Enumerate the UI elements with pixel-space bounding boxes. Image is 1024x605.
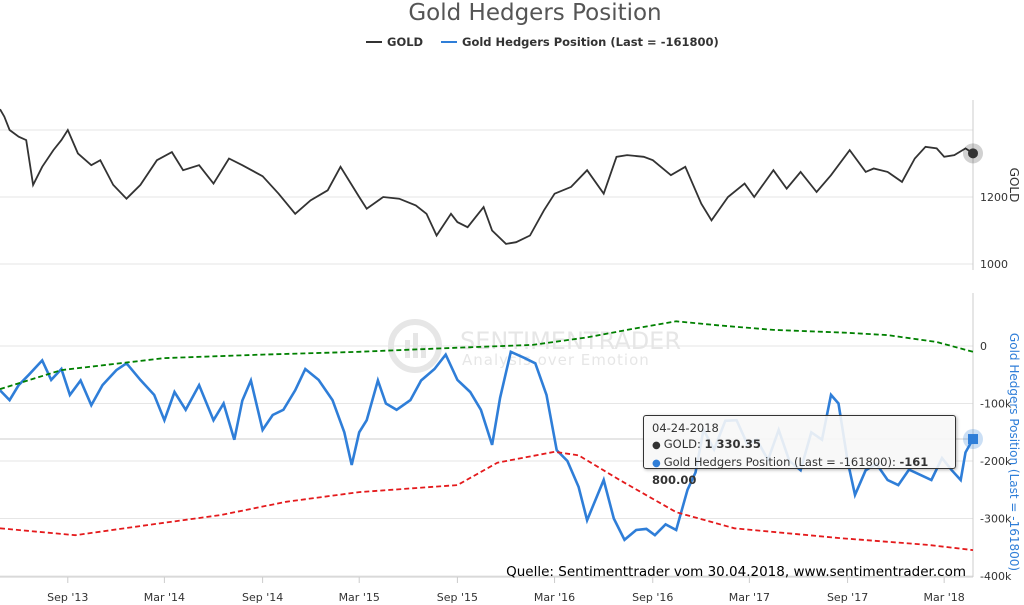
gold-last-point[interactable] — [968, 148, 978, 159]
x-tick-label: Sep '17 — [827, 591, 868, 604]
legend-item-hedgers[interactable]: Gold Hedgers Position (Last = -161800) — [441, 35, 719, 49]
hedgers-lower-band-line — [0, 450, 974, 551]
watermark-brand: SENTIMENTRADER — [460, 327, 681, 355]
tooltip-gold-label: GOLD: — [663, 437, 701, 451]
hedgers-last-point[interactable] — [968, 434, 978, 445]
gold-axis-title: GOLD — [1007, 168, 1021, 203]
legend-label-gold: GOLD — [387, 35, 423, 49]
x-tick-label: Sep '16 — [632, 591, 673, 604]
x-tick-label: Sep '15 — [437, 591, 478, 604]
legend-label-hedgers: Gold Hedgers Position (Last = -161800) — [462, 35, 719, 49]
x-tick-label: Mar '16 — [534, 591, 575, 604]
hedgers-upper-band-line — [0, 320, 974, 390]
x-tick-label: Sep '14 — [242, 591, 283, 604]
x-tick-label: Mar '17 — [729, 591, 770, 604]
hedgers-y-tick-label: -400k — [980, 570, 1012, 583]
legend[interactable]: GOLD Gold Hedgers Position (Last = -1618… — [366, 35, 719, 49]
hedgers-y-tick-label: 0 — [980, 340, 987, 353]
chart-title: Gold Hedgers Position — [408, 0, 661, 26]
x-tick-label: Mar '18 — [924, 591, 965, 604]
tooltip-date: 04-24-2018 — [652, 421, 719, 435]
gold-y-tick-label: 1200 — [980, 191, 1008, 204]
legend-item-gold[interactable]: GOLD — [366, 35, 423, 49]
hedgers-y-tick-label: -200k — [980, 455, 1012, 468]
x-tick-label: Sep '13 — [47, 591, 88, 604]
gold-series-line — [0, 108, 974, 245]
source-note: Quelle: Sentimenttrader vom 30.04.2018, … — [506, 564, 966, 580]
tooltip-hedgers-value: -161 800.00 — [652, 455, 929, 487]
hedgers-axis-title: Gold Hedgers Position (Last = -161800) — [1007, 333, 1021, 571]
tooltip: 04-24-2018 ● GOLD: 1 330.35 ● Gold Hedgers… — [643, 415, 956, 487]
tooltip-hedgers-label: Gold Hedgers Position (Last = -161800): — [663, 455, 896, 469]
gold-y-tick-label: 1000 — [980, 258, 1008, 271]
x-tick-label: Mar '14 — [144, 591, 185, 604]
hedgers-y-tick-label: -300k — [980, 513, 1012, 526]
watermark-tagline: Analysis over Emotion — [462, 351, 650, 369]
tooltip-gold-value: 1 330.35 — [704, 437, 761, 451]
hedgers-y-tick-label: -100k — [980, 398, 1012, 411]
x-tick-label: Mar '15 — [339, 591, 380, 604]
